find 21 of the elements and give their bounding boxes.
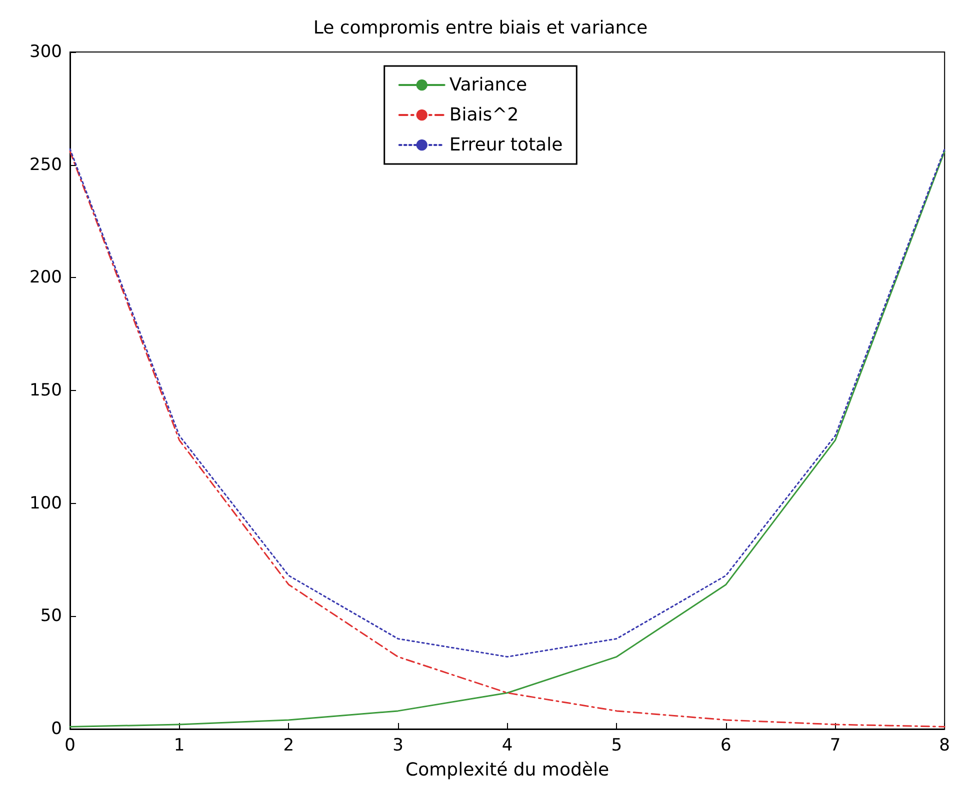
y-tick-label: 250 bbox=[30, 154, 62, 175]
x-tick-label: 4 bbox=[502, 736, 513, 756]
legend-label: Biais^2 bbox=[449, 104, 519, 126]
legend-label: Erreur totale bbox=[449, 134, 563, 156]
x-tick-label: 7 bbox=[830, 736, 841, 756]
y-tick-label: 50 bbox=[40, 606, 62, 626]
y-tick-label: 300 bbox=[30, 42, 62, 62]
y-tick-label: 100 bbox=[30, 493, 62, 514]
y-tick-label: 150 bbox=[30, 380, 62, 400]
x-tick-label: 3 bbox=[392, 736, 404, 756]
x-tick-label: 1 bbox=[174, 736, 185, 756]
y-tick-label: 0 bbox=[51, 719, 62, 739]
x-axis-title: Complexité du modèle bbox=[406, 760, 610, 780]
chart-title: Le compromis entre biais et variance bbox=[313, 18, 648, 38]
x-tick-label: 8 bbox=[939, 736, 950, 756]
x-tick-label: 0 bbox=[64, 736, 76, 756]
y-tick-label: 200 bbox=[30, 268, 62, 288]
x-tick-label: 2 bbox=[283, 736, 294, 756]
x-tick-label: 6 bbox=[720, 736, 732, 756]
legend-label: Variance bbox=[449, 74, 528, 96]
x-tick-label: 5 bbox=[611, 736, 622, 756]
